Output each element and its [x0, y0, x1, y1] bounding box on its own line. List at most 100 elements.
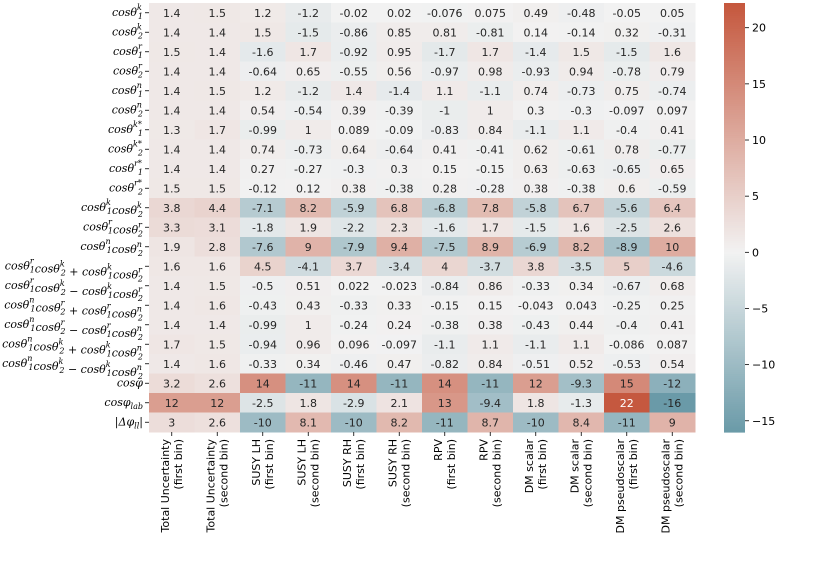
colorbar-segment [724, 108, 745, 111]
heatmap-cell [558, 217, 605, 238]
heatmap-cell-value: 0.41 [660, 319, 685, 332]
heatmap-cell-value: -0.61 [567, 143, 595, 156]
heatmap-cell-value: 0.54 [251, 104, 276, 117]
colorbar-segment [724, 191, 745, 195]
heatmap-cell-value: -9.3 [571, 377, 592, 390]
heatmap-cell-value: 0.64 [342, 143, 367, 156]
heatmap-cell-value: -0.33 [340, 299, 368, 312]
colorbar-segment [724, 380, 745, 384]
heatmap-cell-value: -0.3 [343, 163, 364, 176]
heatmap-cell-value: -0.24 [340, 319, 368, 332]
heatmap-cell [149, 3, 195, 23]
colorbar-segment [724, 185, 745, 189]
colorbar-segment [724, 127, 745, 131]
colorbar-segment [724, 412, 745, 416]
heatmap-cell [331, 198, 377, 218]
colorbar-segment [724, 378, 745, 382]
colorbar-segment [724, 316, 745, 319]
colorbar-segment [724, 406, 745, 410]
heatmap-cell [422, 139, 468, 160]
heatmap-cell-value: 9 [305, 241, 312, 254]
colorbar-segment [724, 299, 745, 302]
heatmap-cell-value: 0.02 [387, 7, 412, 20]
heatmap-cell-value: -1.1 [525, 124, 546, 137]
colorbar-segment [724, 320, 745, 324]
heatmap-cell-value: -0.3 [571, 104, 592, 117]
heatmap-cell [513, 198, 559, 218]
colorbar-segment [724, 329, 745, 332]
heatmap-cell-value: 8.4 [573, 416, 591, 429]
heatmap-cell-value: 0.84 [478, 358, 503, 371]
heatmap-cell-value: -0.64 [385, 143, 413, 156]
colorbar-segment [724, 303, 745, 307]
heatmap-cell [604, 198, 650, 218]
heatmap-cell [649, 256, 696, 277]
heatmap-cell [422, 22, 468, 43]
heatmap-cell-value: 3.1 [209, 221, 227, 234]
colorbar-segment [724, 133, 745, 137]
heatmap-cell [331, 412, 377, 433]
heatmap-cell-value: 12 [210, 397, 224, 410]
heatmap-cell-value: 0.24 [387, 319, 412, 332]
heatmap-cell-value: -0.63 [567, 163, 595, 176]
heatmap-cell-value: -0.097 [382, 338, 417, 351]
heatmap-cell-value: 1.5 [573, 46, 591, 59]
heatmap-cell-value: 1.6 [664, 46, 682, 59]
heatmap-cell [604, 81, 650, 101]
heatmap-cell-value: 1.1 [573, 338, 591, 351]
heatmap-cell [558, 61, 605, 82]
heatmap-cell [149, 276, 195, 296]
heatmap-cell [513, 334, 559, 355]
heatmap-cell [422, 315, 468, 335]
heatmap-cell [467, 217, 514, 238]
heatmap-cell-value: 0.62 [524, 143, 549, 156]
heatmap-cell [240, 276, 286, 296]
colorbar-segment [724, 63, 745, 66]
heatmap-cell [149, 393, 195, 413]
colorbar-segment [724, 176, 745, 180]
heatmap-cell-value: 0.47 [387, 358, 412, 371]
column-label: (first bin) [627, 439, 640, 490]
heatmap-cell [467, 256, 514, 277]
heatmap-cell [649, 3, 696, 23]
heatmap-cell-value: 0.51 [296, 280, 321, 293]
heatmap-cell [604, 42, 650, 62]
heatmap-cell-value: 1.5 [209, 182, 227, 195]
heatmap-cell [649, 276, 696, 296]
heatmap-cell-value: -0.54 [294, 104, 322, 117]
heatmap-cell [649, 373, 696, 394]
heatmap-cell-value: 1.5 [209, 338, 227, 351]
heatmap-cell-value: -0.99 [249, 319, 277, 332]
heatmap-cell-value: -0.55 [340, 65, 368, 78]
heatmap-cell [422, 237, 468, 257]
colorbar-tick-label: −5 [752, 302, 768, 315]
colorbar-segment [724, 43, 745, 47]
colorbar-segment [724, 326, 745, 330]
heatmap-cell [194, 178, 241, 199]
heatmap-cell-value: -0.81 [476, 26, 504, 39]
column-label: RPV [477, 439, 490, 461]
colorbar-segment [724, 157, 745, 161]
colorbar-segment [724, 371, 745, 375]
heatmap-cell-value: -2.9 [343, 397, 364, 410]
heatmap-cell-value: 2.3 [391, 221, 409, 234]
heatmap-cell [649, 412, 696, 433]
heatmap-cell-value: 1.8 [527, 397, 545, 410]
column-label: (first bin) [445, 439, 458, 490]
colorbar-segment [724, 168, 745, 171]
heatmap-cell-value: 0.12 [296, 182, 321, 195]
heatmap-cell [513, 393, 559, 413]
heatmap-cell [604, 256, 650, 277]
heatmap-cell [558, 100, 605, 121]
colorbar-segment [724, 264, 745, 268]
colorbar-segment [724, 183, 745, 186]
heatmap-cell [604, 100, 650, 121]
heatmap-cell [149, 22, 195, 43]
heatmap-cell-value: -0.39 [385, 104, 413, 117]
heatmap-cell-value: -9.4 [480, 397, 501, 410]
heatmap-cell [240, 334, 286, 355]
heatmap-cell-value: 1.4 [209, 163, 227, 176]
heatmap-cell [240, 217, 286, 238]
heatmap-cell [467, 412, 514, 433]
